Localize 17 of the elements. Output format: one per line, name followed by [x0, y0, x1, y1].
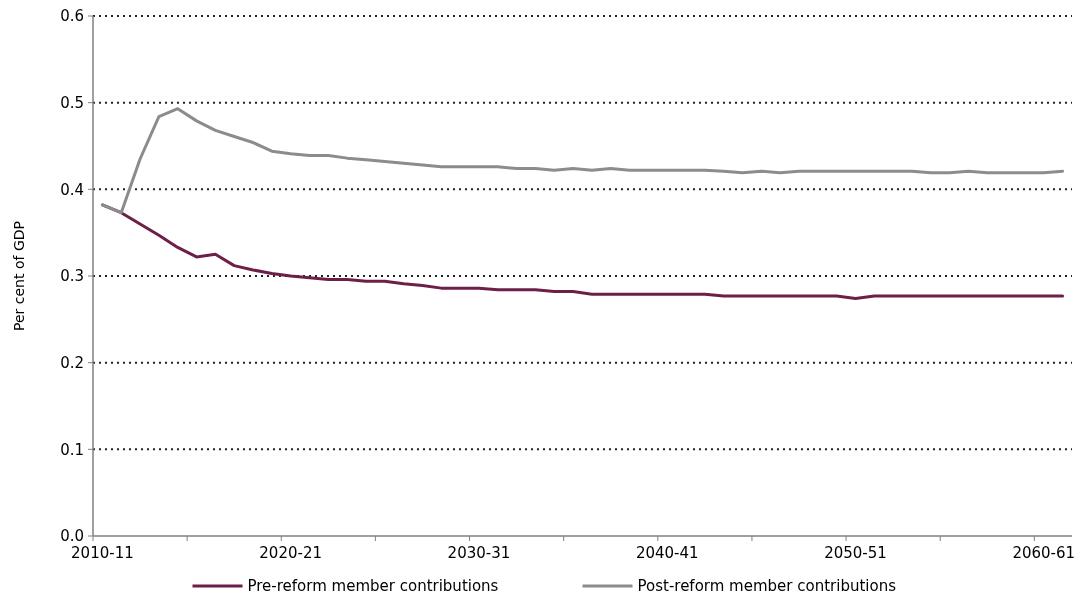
y-tick-label: 0.3 [60, 267, 84, 286]
y-tick-label: 0.4 [60, 180, 84, 199]
x-tick-label: 2010-11 [71, 544, 134, 562]
y-axis-title: Per cent of GDP [11, 221, 27, 331]
y-tick-label: 0.0 [60, 527, 84, 546]
y-tick-label: 0.1 [60, 440, 84, 459]
y-tick-label: 0.2 [60, 353, 84, 372]
line-series [100, 107, 1065, 215]
x-tick-label: 2040-41 [635, 544, 699, 562]
y-tick-label: 0.6 [60, 7, 84, 26]
y-tick-label: 0.5 [60, 93, 84, 112]
legend-label: Pre-reform member contributions [247, 577, 499, 595]
x-tick-label: 2050-51 [824, 544, 887, 562]
x-tick-label: 2020-21 [259, 544, 323, 562]
legend-label: Post-reform member contributions [637, 577, 897, 595]
x-tick-label: 2060-61 [1012, 544, 1076, 562]
x-tick-label: 2030-31 [447, 544, 511, 562]
